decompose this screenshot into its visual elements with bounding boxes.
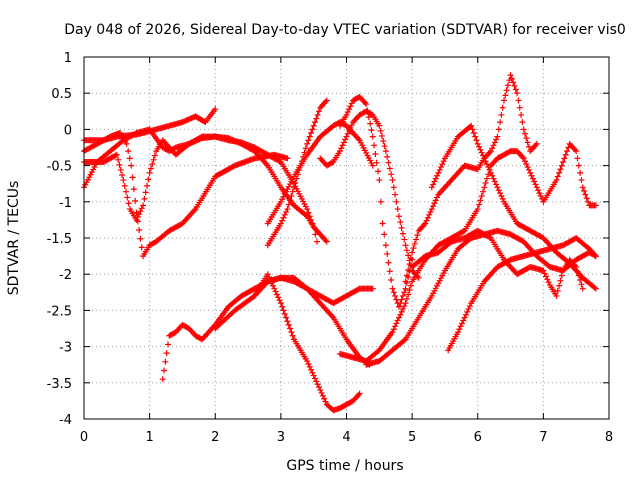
series-sat-i <box>264 97 330 249</box>
y-tick-label: -3 <box>59 341 72 356</box>
x-tick-label: 2 <box>211 430 219 445</box>
y-tick-label: -0.5 <box>47 160 72 175</box>
y-tick-label: -1.5 <box>47 232 72 247</box>
series-sat-k <box>336 93 416 310</box>
series-sat-j <box>317 108 422 281</box>
y-tick-label: 0 <box>64 123 72 138</box>
x-tick-label: 5 <box>408 430 416 445</box>
series-markers <box>336 93 416 310</box>
ticks: 0 1 2 3 4 5 6 7 8 -4 -3.5 -3 -2.5 -2 -1.5 -1 -0.5 0 0.5 1 <box>47 51 614 445</box>
y-axis-label: SDTVAR / TECUs <box>6 181 22 296</box>
series-sat-g <box>251 271 363 414</box>
series-sat-r <box>409 227 586 299</box>
series-markers <box>212 274 373 368</box>
x-tick-label: 6 <box>474 430 482 445</box>
y-tick-label: -4 <box>59 413 72 428</box>
series-markers <box>317 108 422 281</box>
x-tick-label: 4 <box>342 430 350 445</box>
x-axis-label: GPS time / hours <box>286 458 403 474</box>
series-sat-o <box>402 72 540 285</box>
series-markers <box>264 97 330 249</box>
x-tick-label: 8 <box>605 430 613 445</box>
x-tick-label: 1 <box>145 430 153 445</box>
chart-title: Day 048 of 2026, Sidereal Day-to-day VTE… <box>64 22 626 38</box>
x-tick-label: 7 <box>539 430 547 445</box>
series-sat-f <box>212 274 373 368</box>
y-tick-label: 0.5 <box>51 87 72 102</box>
y-tick-label: -3.5 <box>47 377 72 392</box>
series-sat-q <box>435 140 599 249</box>
y-tick-label: -2.5 <box>47 304 72 319</box>
series-markers <box>251 271 363 414</box>
x-tick-label: 3 <box>277 430 285 445</box>
series-markers <box>445 235 599 354</box>
series-markers <box>409 227 586 299</box>
series-markers <box>402 72 540 285</box>
series-sat-n <box>445 235 599 354</box>
y-tick-label: 1 <box>64 51 72 66</box>
y-tick-label: -1 <box>59 196 72 211</box>
y-tick-label: -2 <box>59 268 72 283</box>
series-markers <box>435 140 599 249</box>
x-tick-label: 0 <box>80 430 88 445</box>
